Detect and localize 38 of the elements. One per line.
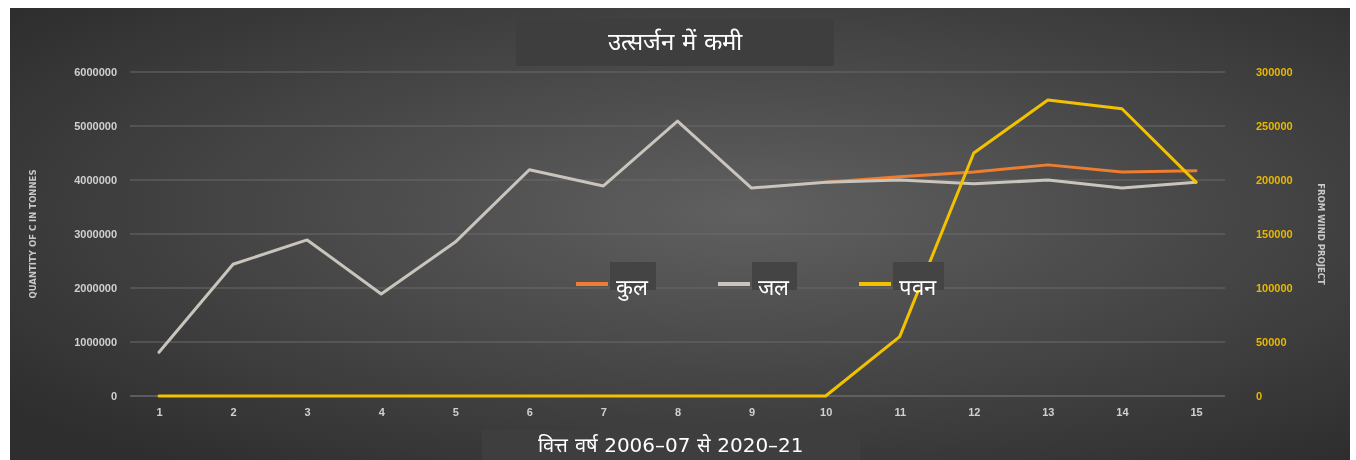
legend-label: जल <box>758 275 790 300</box>
x-tick-label: 7 <box>600 405 607 418</box>
legend-label: कुल <box>616 275 649 301</box>
y-tick-label: 1000000 <box>74 336 117 349</box>
y-tick-label: 6000000 <box>74 66 117 79</box>
x-tick-label: 1 <box>156 405 163 418</box>
y2-tick-label: 50000 <box>1256 336 1287 349</box>
x-tick-label: 10 <box>820 405 833 418</box>
x-tick-label: 4 <box>378 405 386 418</box>
x-tick-label: 2 <box>230 405 237 418</box>
y2-tick-label: 200000 <box>1256 174 1293 187</box>
x-axis-title: वित्त वर्ष 2006–07 से 2020–21 <box>538 433 804 457</box>
legend-label: पवन <box>899 275 937 300</box>
x-tick-label: 15 <box>1190 405 1203 418</box>
y-tick-label: 2000000 <box>74 282 117 295</box>
x-tick-label: 13 <box>1042 405 1055 418</box>
y2-axis-title: FROM WIND PROJECT <box>1316 183 1326 286</box>
x-tick-label: 5 <box>452 405 459 418</box>
y2-tick-label: 100000 <box>1256 282 1293 295</box>
x-tick-label: 3 <box>304 405 311 418</box>
y2-tick-label: 300000 <box>1256 66 1293 79</box>
y-tick-label: 3000000 <box>74 228 117 241</box>
x-tick-label: 9 <box>749 405 756 418</box>
x-tick-label: 8 <box>674 405 682 418</box>
y2-tick-label: 250000 <box>1256 120 1293 133</box>
x-tick-label: 11 <box>894 405 907 418</box>
x-tick-label: 14 <box>1116 405 1130 418</box>
y2-tick-label: 150000 <box>1256 228 1293 241</box>
line-series <box>157 119 1198 354</box>
y-tick-label: 0 <box>110 390 117 403</box>
x-tick-label: 6 <box>526 405 533 418</box>
line-series <box>157 98 1198 398</box>
y-axis-title: QUANTITY OF C IN TONNES <box>28 169 38 299</box>
y-tick-label: 5000000 <box>74 120 117 133</box>
y-tick-label: 4000000 <box>74 174 117 187</box>
chart-title: उत्सर्जन में कमी <box>608 28 743 56</box>
y2-tick-label: 0 <box>1256 390 1263 403</box>
x-tick-label: 12 <box>968 405 981 418</box>
